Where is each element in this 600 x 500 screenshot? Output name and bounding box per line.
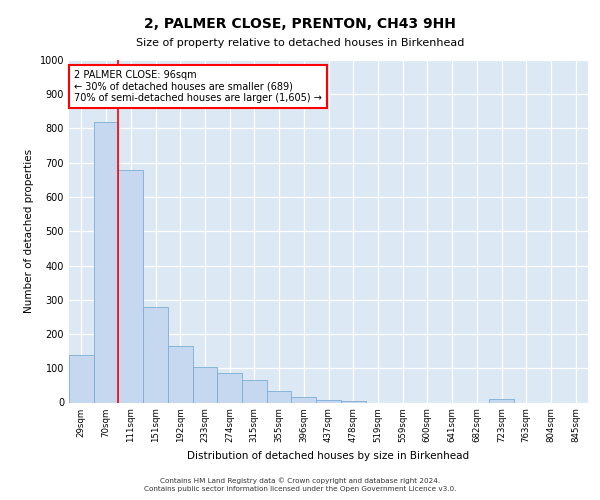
- X-axis label: Distribution of detached houses by size in Birkenhead: Distribution of detached houses by size …: [187, 450, 470, 460]
- Text: Contains HM Land Registry data © Crown copyright and database right 2024.
Contai: Contains HM Land Registry data © Crown c…: [144, 478, 456, 492]
- Bar: [143, 306, 168, 402]
- Bar: [217, 374, 242, 402]
- Bar: [267, 390, 292, 402]
- Bar: [69, 354, 94, 403]
- Bar: [193, 366, 217, 402]
- Bar: [489, 399, 514, 402]
- Text: 2 PALMER CLOSE: 96sqm
← 30% of detached houses are smaller (689)
70% of semi-det: 2 PALMER CLOSE: 96sqm ← 30% of detached …: [74, 70, 322, 104]
- Text: 2, PALMER CLOSE, PRENTON, CH43 9HH: 2, PALMER CLOSE, PRENTON, CH43 9HH: [144, 18, 456, 32]
- Text: Size of property relative to detached houses in Birkenhead: Size of property relative to detached ho…: [136, 38, 464, 48]
- Bar: [292, 398, 316, 402]
- Bar: [316, 400, 341, 402]
- Bar: [168, 346, 193, 403]
- Bar: [118, 170, 143, 402]
- Bar: [94, 122, 118, 402]
- Bar: [242, 380, 267, 402]
- Y-axis label: Number of detached properties: Number of detached properties: [24, 149, 34, 314]
